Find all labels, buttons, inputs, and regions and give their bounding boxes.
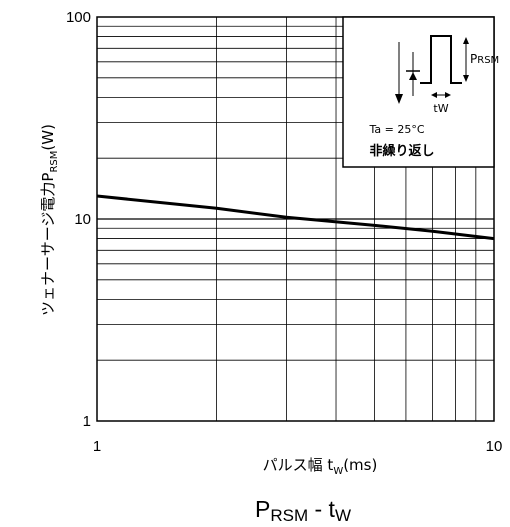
x-axis-label-tail: (ms) [343, 456, 377, 474]
inset-box: PRSM tW Ta = 25°C 非繰り返し [342, 16, 499, 168]
inset-prsm-label: PRSM [470, 52, 499, 66]
y-tick-label: 10 [74, 211, 91, 228]
inset-tw-label: tW [433, 102, 448, 115]
inset-prsm-main: P [470, 52, 477, 66]
caption-sub: RSM [270, 506, 308, 525]
caption-sub2: W [335, 506, 351, 525]
y-tick-label: 100 [66, 9, 91, 26]
x-axis-label-main: パルス幅 t [263, 456, 334, 474]
x-axis-label-sub: W [333, 466, 343, 477]
tw-arrow-left-icon [431, 92, 437, 98]
x-axis-label: パルス幅 tW(ms) [263, 456, 378, 477]
plot-frame [96, 16, 495, 422]
prsm-arrow-top-icon [463, 37, 469, 44]
zener-diode-icon [409, 72, 417, 80]
y-tick-label: 1 [83, 413, 91, 430]
caption-main: P [255, 496, 270, 522]
inset-prsm-sub: RSM [477, 55, 499, 66]
y-axis-label-sub: RSM [49, 151, 60, 173]
current-arrowhead-icon [395, 94, 403, 104]
prsm-arrow-bottom-icon [463, 75, 469, 82]
pulse-waveform-icon [420, 35, 462, 84]
inset-frame [342, 16, 495, 168]
x-tick-label: 1 [93, 438, 101, 455]
inset-note: 非繰り返し [369, 143, 434, 159]
series-line [96, 194, 495, 241]
caption-sep: - t [308, 496, 335, 522]
y-axis-label-tail: (W) [39, 124, 57, 151]
tick-labels: 1 10 100 1 10 [66, 9, 502, 455]
y-axis-label-main: ツェナーサージ電力P [39, 173, 57, 316]
chart-caption: PRSM - tW [255, 496, 351, 525]
y-axis-label: ツェナーサージ電力PRSM(W) [39, 124, 60, 316]
x-tick-label: 10 [486, 438, 503, 455]
tw-arrow-right-icon [445, 92, 451, 98]
inset-ta-label: Ta = 25°C [368, 123, 424, 136]
